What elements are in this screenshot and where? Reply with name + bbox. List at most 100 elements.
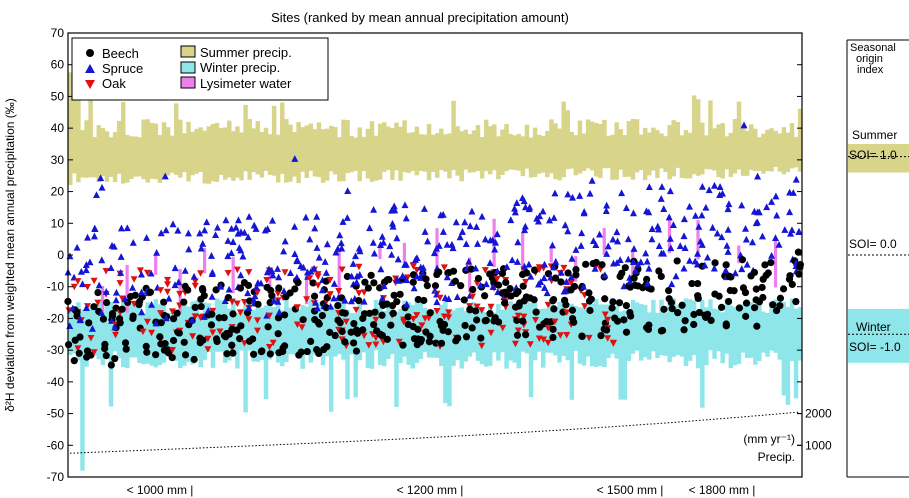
spruce-point bbox=[234, 216, 242, 224]
y-tick-label: 60 bbox=[51, 58, 65, 72]
lysimeter-bar bbox=[773, 238, 778, 288]
spruce-point bbox=[102, 288, 110, 295]
beech-point bbox=[103, 298, 111, 307]
summer-band bbox=[202, 130, 208, 184]
beech-point bbox=[688, 279, 696, 288]
summer-band bbox=[549, 119, 554, 174]
beech-point bbox=[454, 334, 462, 342]
spruce-point bbox=[672, 272, 680, 280]
oak-point bbox=[191, 282, 199, 290]
beech-point bbox=[498, 269, 507, 278]
spruce-point bbox=[795, 228, 803, 235]
y-tick-label: 20 bbox=[51, 185, 65, 199]
spruce-point bbox=[378, 294, 386, 302]
spruce-point bbox=[293, 256, 301, 263]
spruce-point bbox=[86, 258, 94, 266]
spruce-point bbox=[82, 266, 90, 274]
winter-band bbox=[585, 305, 591, 357]
spruce-point bbox=[245, 212, 253, 220]
oak-point bbox=[240, 299, 248, 306]
beech-point bbox=[338, 327, 346, 336]
summer-band bbox=[708, 100, 713, 170]
winter-band bbox=[704, 307, 709, 366]
beech-point bbox=[383, 300, 391, 308]
spruce-point bbox=[514, 238, 522, 246]
summer-band bbox=[178, 119, 183, 178]
beech-point bbox=[426, 332, 434, 340]
beech-point bbox=[264, 323, 272, 331]
oak-point bbox=[609, 339, 617, 347]
beech-point bbox=[608, 304, 616, 312]
spruce-point bbox=[232, 223, 240, 231]
beech-point bbox=[207, 321, 216, 329]
beech-point bbox=[735, 304, 743, 312]
beech-point bbox=[393, 298, 401, 306]
winter-band bbox=[141, 313, 146, 365]
spruce-point bbox=[90, 232, 98, 240]
beech-point bbox=[352, 347, 361, 355]
summer-band bbox=[349, 135, 354, 173]
spruce-point bbox=[291, 155, 299, 162]
lysimeter-bar bbox=[304, 275, 309, 305]
spruce-point bbox=[322, 269, 330, 276]
spruce-point bbox=[360, 297, 368, 305]
beech-point bbox=[370, 321, 378, 329]
beech-point bbox=[355, 296, 363, 305]
oak-point bbox=[481, 267, 489, 274]
spruce-point bbox=[462, 240, 470, 248]
spruce-point bbox=[489, 283, 497, 290]
spruce-point bbox=[380, 282, 388, 290]
spruce-point bbox=[719, 189, 727, 197]
beech-point bbox=[767, 258, 775, 267]
summer-band bbox=[104, 131, 110, 182]
spruce-point bbox=[753, 218, 761, 226]
spruce-point bbox=[275, 308, 283, 316]
y-tick-label: -40 bbox=[47, 375, 65, 389]
spruce-point bbox=[274, 265, 282, 272]
oak-point bbox=[176, 290, 184, 298]
spruce-point bbox=[330, 280, 338, 287]
beech-point bbox=[592, 258, 600, 267]
winter-band bbox=[614, 305, 619, 359]
summer-band bbox=[157, 135, 163, 183]
summer-band bbox=[687, 132, 693, 179]
winter-band bbox=[647, 312, 652, 360]
spruce-point bbox=[123, 224, 131, 232]
spruce-point bbox=[526, 203, 534, 211]
beech-point bbox=[367, 271, 375, 279]
summer-band bbox=[369, 121, 375, 182]
spruce-point bbox=[743, 260, 751, 268]
oak-point bbox=[191, 313, 199, 320]
legend-label-beech: Beech bbox=[102, 46, 139, 61]
winter-band bbox=[218, 300, 224, 352]
beech-point bbox=[94, 288, 102, 297]
spruce-point bbox=[452, 218, 460, 226]
winter-band bbox=[296, 309, 301, 355]
oak-point bbox=[551, 318, 559, 326]
beech-point bbox=[341, 338, 349, 346]
summer-band bbox=[141, 119, 146, 180]
beech-point bbox=[644, 325, 653, 334]
soi-title-line-1: Seasonal bbox=[850, 42, 896, 54]
winter-band bbox=[104, 302, 110, 356]
beech-point bbox=[274, 330, 282, 338]
summer-band bbox=[748, 124, 754, 171]
oak-point bbox=[253, 327, 261, 335]
beech-point bbox=[532, 308, 540, 316]
spruce-point bbox=[224, 237, 232, 244]
summer-band bbox=[275, 134, 281, 183]
winter-band bbox=[667, 302, 672, 363]
spruce-point bbox=[614, 237, 622, 245]
beech-point bbox=[570, 282, 579, 291]
summer-band bbox=[386, 126, 391, 170]
spruce-point bbox=[338, 244, 346, 252]
winter-band bbox=[165, 312, 171, 353]
spruce-point bbox=[344, 187, 352, 195]
beech-point bbox=[616, 272, 624, 281]
beech-point bbox=[350, 319, 358, 328]
beech-point bbox=[523, 269, 531, 277]
lysimeter-bar bbox=[125, 264, 129, 313]
lysimeter-bar bbox=[737, 245, 741, 264]
oak-point bbox=[433, 308, 441, 315]
summer-band bbox=[647, 132, 652, 176]
